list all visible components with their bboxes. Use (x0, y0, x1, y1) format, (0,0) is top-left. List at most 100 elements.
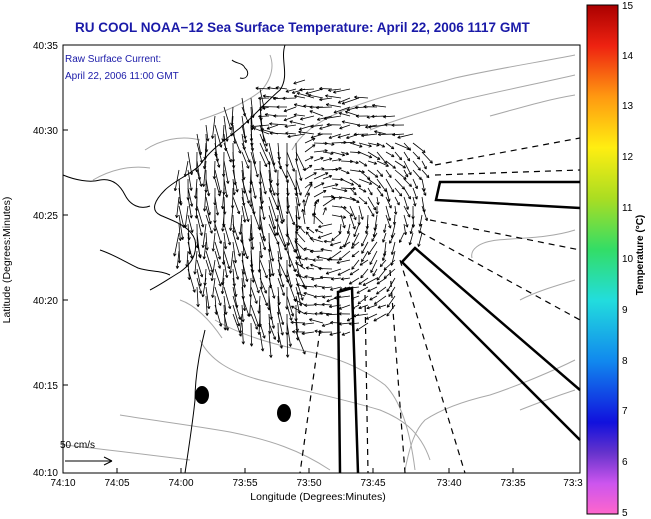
current-vector (292, 330, 306, 334)
current-vector (223, 250, 231, 270)
current-vector (367, 187, 373, 196)
current-vector (412, 151, 421, 160)
colorbar-tick: 5 (622, 508, 628, 519)
current-vector (340, 178, 355, 186)
current-vector (196, 214, 203, 236)
current-vector (294, 240, 306, 252)
current-vector (376, 286, 387, 295)
current-vector (250, 151, 259, 178)
current-vector (354, 95, 369, 99)
contour-line (471, 229, 576, 259)
station-marker (195, 386, 209, 404)
current-vector (412, 187, 418, 200)
current-vector (312, 258, 324, 262)
current-vector (349, 196, 360, 203)
current-vector (261, 104, 279, 109)
current-vector (313, 284, 324, 288)
current-vector (355, 114, 369, 118)
current-vector (373, 313, 387, 322)
current-vector (201, 277, 207, 298)
current-vector (248, 223, 252, 242)
current-vector (296, 292, 306, 297)
current-vector (371, 114, 387, 119)
current-vector (313, 182, 325, 189)
current-vector (295, 262, 306, 270)
current-vector (421, 205, 428, 222)
current-vector (349, 142, 363, 148)
current-vector (361, 241, 369, 254)
current-vector (302, 199, 306, 216)
current-vector (295, 256, 306, 261)
current-vector (349, 214, 356, 230)
colorbar-tick: 6 (622, 457, 628, 468)
current-vector (202, 241, 207, 260)
current-vector (305, 266, 315, 270)
current-vector (340, 151, 350, 156)
scale-arrow (65, 456, 113, 466)
current-vector (393, 205, 398, 215)
current-vector (318, 266, 333, 271)
current-vector (250, 286, 258, 304)
colorbar-label: Temperature (°C) (635, 215, 646, 296)
current-vector (337, 97, 351, 104)
current-vector (290, 320, 306, 325)
current-vector (385, 205, 392, 222)
current-vector (214, 178, 221, 197)
current-vector (403, 196, 409, 210)
current-vector (221, 214, 225, 232)
current-vector (421, 160, 427, 170)
current-vector (371, 103, 387, 108)
current-vector (196, 277, 203, 294)
current-vector (372, 268, 378, 277)
current-vector (325, 268, 342, 275)
current-vector (183, 205, 189, 229)
current-vector (269, 131, 288, 135)
current-vector (293, 79, 306, 85)
current-vector (295, 231, 306, 243)
current-vector (232, 133, 242, 154)
current-vector (214, 169, 222, 194)
current-vector (252, 127, 270, 135)
current-vector (250, 313, 258, 330)
current-vector (298, 225, 306, 234)
current-vector (214, 250, 221, 269)
y-tick: 40:20 (33, 296, 58, 307)
current-vector (385, 160, 396, 169)
y-tick-marks (63, 129, 68, 386)
current-vector (277, 313, 284, 336)
current-vector (376, 196, 380, 206)
current-vector (305, 88, 324, 95)
current-vector (196, 169, 203, 187)
current-vector (403, 142, 412, 151)
current-vector (196, 286, 200, 308)
current-vector (241, 205, 247, 223)
current-vector (337, 268, 351, 276)
current-vector (394, 169, 407, 180)
current-vector (377, 304, 387, 309)
current-vector (193, 250, 198, 275)
current-vector (333, 106, 351, 114)
current-vector (259, 277, 267, 294)
current-vector (293, 299, 306, 306)
current-vector (385, 187, 391, 202)
contour-line (291, 54, 576, 151)
current-vector (353, 132, 369, 137)
current-vector (386, 295, 396, 308)
current-vector (337, 133, 351, 139)
current-vector (377, 132, 396, 137)
current-vector (365, 313, 378, 320)
contour-line (214, 319, 416, 471)
current-vector (331, 151, 346, 157)
current-vector (341, 97, 360, 105)
current-vector (348, 277, 360, 285)
current-vector (214, 223, 223, 244)
current-vector (376, 268, 387, 281)
current-vector (223, 106, 232, 131)
current-vector (340, 277, 351, 281)
x-tick: 73:3 (563, 478, 583, 489)
current-vector (295, 196, 301, 220)
current-vector (341, 331, 351, 336)
current-vector (394, 151, 403, 161)
current-vector (358, 178, 373, 185)
current-vector (358, 151, 373, 159)
